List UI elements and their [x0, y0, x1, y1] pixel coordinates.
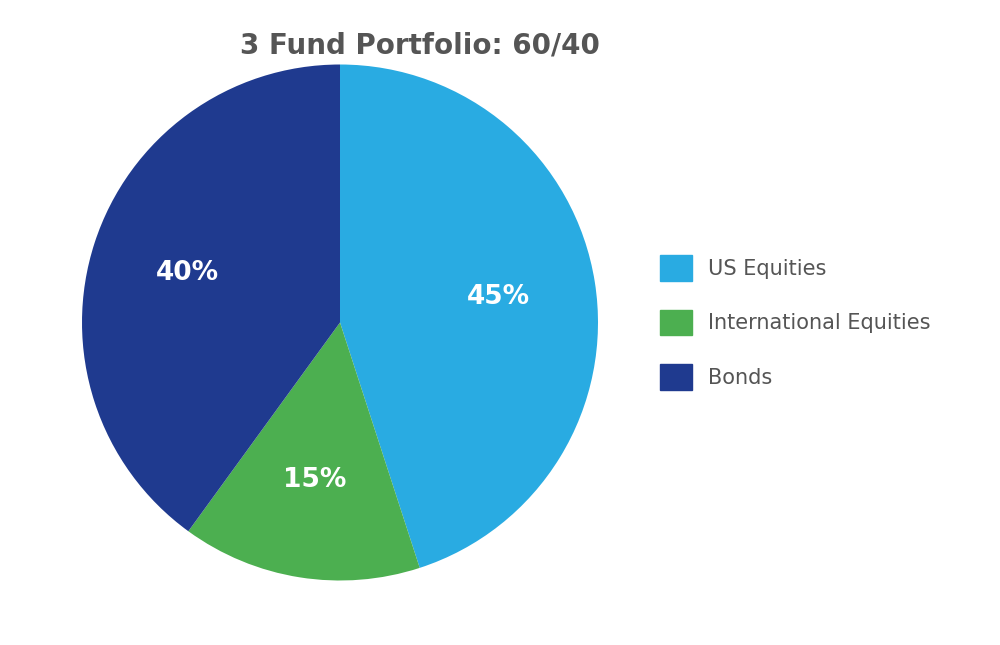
Text: 40%: 40%	[156, 260, 219, 286]
Wedge shape	[340, 64, 598, 568]
Text: 45%: 45%	[466, 284, 530, 310]
Text: 3 Fund Portfolio: 60/40: 3 Fund Portfolio: 60/40	[240, 31, 600, 59]
Wedge shape	[188, 322, 420, 580]
Text: 15%: 15%	[283, 468, 347, 493]
Wedge shape	[82, 64, 340, 531]
Legend: US Equities, International Equities, Bonds: US Equities, International Equities, Bon…	[660, 255, 931, 390]
